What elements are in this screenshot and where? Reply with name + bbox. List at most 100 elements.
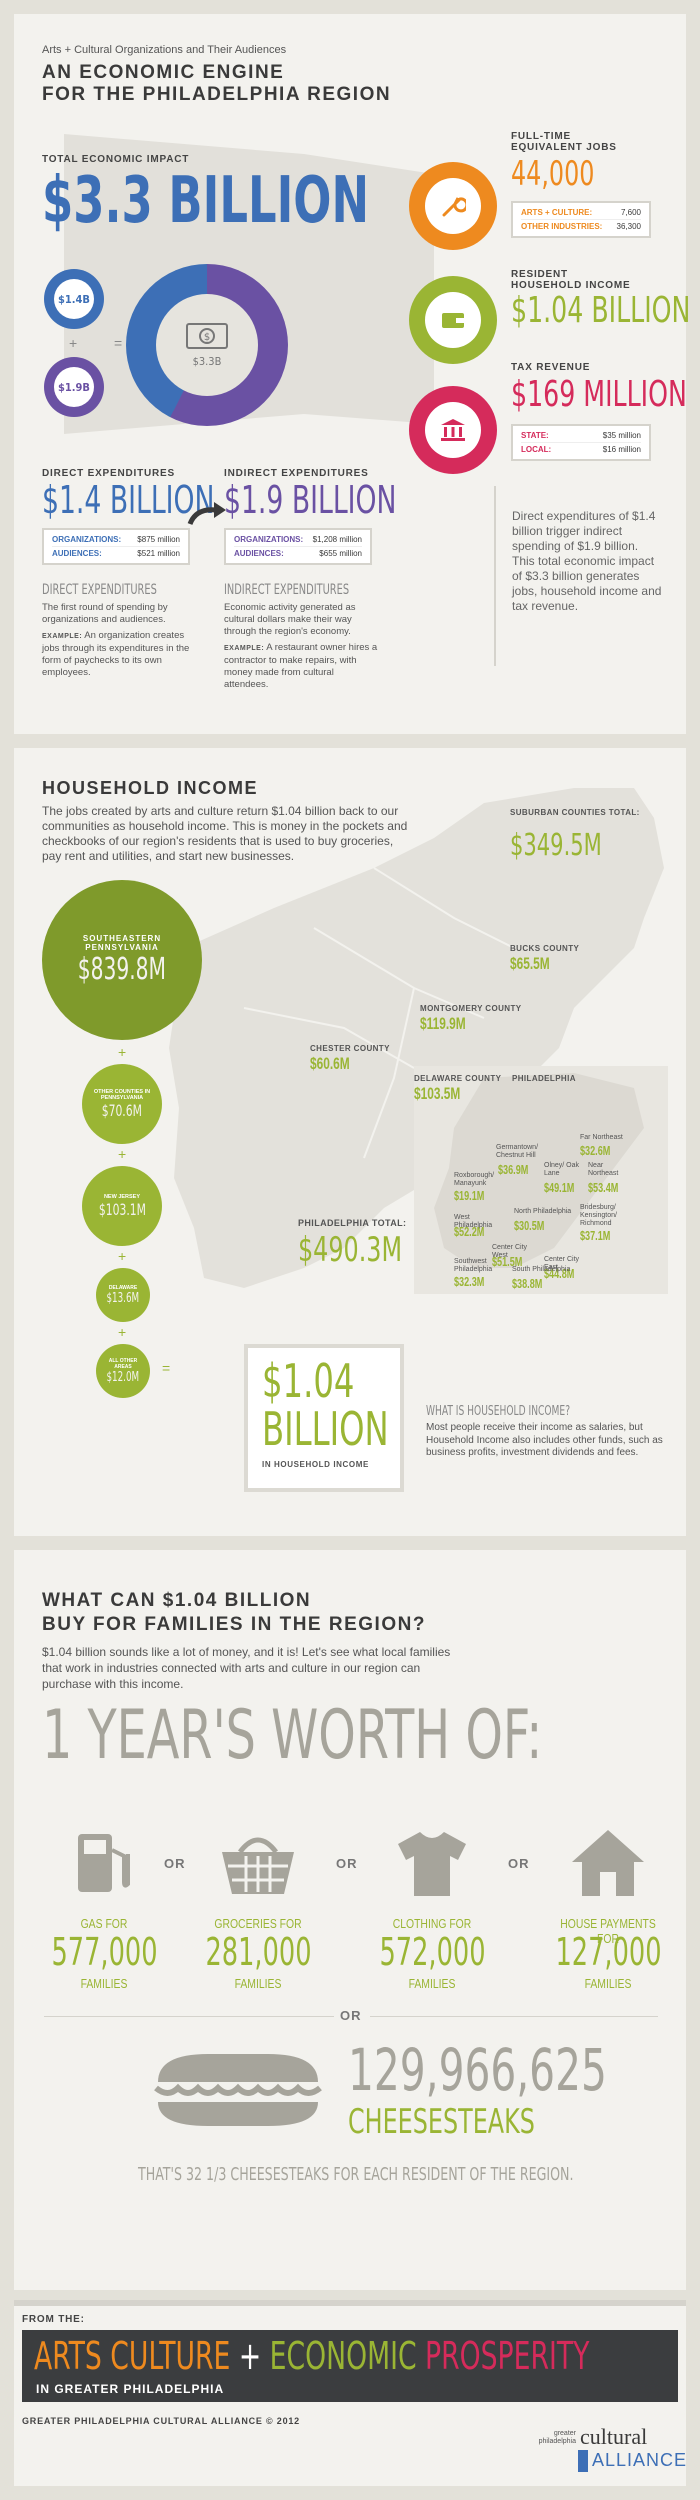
jobs-row1-value: 7,600 xyxy=(620,208,641,217)
what-is-title: WHAT IS HOUSEHOLD INCOME? xyxy=(426,1404,571,1419)
tax-row1-label: STATE: xyxy=(521,431,549,440)
banner-prosperity: PROSPERITY xyxy=(425,2334,590,2378)
house-unit: FAMILIES xyxy=(584,1976,632,1991)
logo-small: greater philadelphia xyxy=(532,2430,576,2446)
tax-circle xyxy=(409,386,497,474)
logo-cultural: cultural xyxy=(580,2424,648,2449)
indirect-row1-value: $1,208 million xyxy=(312,535,362,544)
or-divider-right xyxy=(370,2016,658,2017)
phila-total-label: PHILADELPHIA TOTAL: xyxy=(298,1218,407,1228)
or-3: OR xyxy=(508,1856,530,1871)
neighborhood-label: Center City West xyxy=(492,1244,528,1259)
circle-new-jersey: NEW JERSEY $103.1M xyxy=(82,1166,162,1246)
new-jersey-value: $103.1M xyxy=(98,1199,146,1219)
house-label: HOUSE PAYMENTS FOR xyxy=(560,1916,656,1946)
economic-engine-panel: Arts + Cultural Organizations and Their … xyxy=(14,14,690,734)
buy-title-2: BUY FOR FAMILIES IN THE REGION? xyxy=(42,1614,426,1635)
groceries-unit: FAMILIES xyxy=(234,1976,282,1991)
banner-plus: + xyxy=(238,2334,262,2378)
new-jersey-label: NEW JERSEY xyxy=(103,1193,141,1200)
page-title-line2: FOR THE PHILADELPHIA REGION xyxy=(42,84,392,105)
indirect-row2-label: AUDIENCES: xyxy=(234,549,284,558)
southeastern-pa-value: $839.8M xyxy=(77,951,167,987)
chester-value: $60.6M xyxy=(310,1054,350,1073)
neighborhood-label: Center City East xyxy=(544,1256,580,1271)
equals-household: = xyxy=(162,1360,171,1376)
banner-culture: CULTURE xyxy=(110,2334,231,2378)
neighborhood-value: $52.2M xyxy=(454,1224,485,1239)
cheesesteak-icon xyxy=(154,2054,322,2126)
page-title-line1: AN ECONOMIC ENGINE xyxy=(42,62,285,83)
income-label-1: RESIDENT xyxy=(511,269,568,280)
neighborhood-value: $37.1M xyxy=(580,1228,611,1243)
neighborhood-label: Near Northeast xyxy=(588,1162,619,1177)
arrow-icon xyxy=(187,502,226,526)
banner-subtitle: IN GREATER PHILADELPHIA xyxy=(36,2382,225,2396)
jobs-row1-label: ARTS + CULTURE: xyxy=(521,208,593,217)
circle-southeastern-pa: SOUTHEASTERN PENNSYLVANIA $839.8M xyxy=(42,880,202,1040)
footer-credit: GREATER PHILADELPHIA CULTURAL ALLIANCE ©… xyxy=(22,2416,300,2426)
logo-small-2: philadelphia xyxy=(538,2438,576,2445)
neighborhood-label: North Philadelphia xyxy=(514,1208,572,1215)
indirect-breakdown: ORGANIZATIONS: $1,208 million AUDIENCES: $… xyxy=(224,528,372,565)
buying-power-panel: WHAT CAN $1.04 BILLION BUY FOR FAMILIES … xyxy=(14,1550,686,2290)
money-icon: $ xyxy=(186,322,228,349)
indirect-row2-value: $655 million xyxy=(319,549,362,558)
other-pa-label: OTHER COUNTIES IN PENNSYLVANIA xyxy=(93,1088,151,1101)
direct-value: $1.4 BILLION xyxy=(42,478,215,522)
donut-center-value: $3.3B xyxy=(192,354,222,368)
other-pa-value: $70.6M xyxy=(101,1100,143,1120)
neighborhood-value: $32.6M xyxy=(580,1143,611,1158)
montgomery-value: $119.9M xyxy=(420,1014,466,1033)
all-other-value: $12.0M xyxy=(106,1369,140,1385)
region-map xyxy=(169,788,668,1294)
jobs-circle xyxy=(409,162,497,250)
jobs-label-1: FULL-TIME xyxy=(511,131,571,142)
basket-icon xyxy=(222,1837,294,1894)
suburban-value: $349.5M xyxy=(510,828,602,863)
indirect-label: INDIRECT EXPENDITURES xyxy=(224,468,369,479)
southeastern-pa-label: SOUTHEASTERN PENNSYLVANIA xyxy=(82,933,162,952)
direct-example-label: EXAMPLE: xyxy=(42,633,83,640)
jobs-label-2: EQUIVALENT JOBS xyxy=(511,142,617,153)
groceries-value: 281,000 xyxy=(205,1930,312,1974)
equals-sign: = xyxy=(114,335,123,351)
cultural-alliance-logo: greater philadelphia cultural ALLIANCE xyxy=(532,2418,686,2478)
tax-row2-label: LOCAL: xyxy=(521,445,552,454)
total-impact-value: $3.3 BILLION xyxy=(42,164,370,238)
plus-1: + xyxy=(118,1044,127,1060)
logo-mark xyxy=(578,2450,588,2472)
buy-title-1: WHAT CAN $1.04 BILLION xyxy=(42,1590,312,1611)
banner-words: ARTS CULTURE + ECONOMIC PROSPERITY xyxy=(34,2334,589,2378)
income-label-2: HOUSEHOLD INCOME xyxy=(511,280,631,291)
cheesesteak-value: 129,966,625 xyxy=(348,2036,607,2104)
direct-circle: $1.4B xyxy=(44,269,104,329)
plus-sign: + xyxy=(69,335,78,351)
plus-3: + xyxy=(118,1248,127,1264)
indirect-example-label: EXAMPLE: xyxy=(224,645,265,652)
year-worth-heading: 1 YEAR'S WORTH OF: xyxy=(42,1696,543,1775)
summary-divider xyxy=(494,486,496,666)
direct-example-text: An organization creates jobs through its… xyxy=(42,630,190,678)
direct-row1-value: $875 million xyxy=(137,535,180,544)
circle-delaware: DELAWARE $13.6M xyxy=(96,1268,150,1322)
montgomery-label: MONTGOMERY COUNTY xyxy=(420,1004,522,1013)
suburban-label: SUBURBAN COUNTIES TOTAL: xyxy=(510,808,640,817)
jobs-row2-label: OTHER INDUSTRIES: xyxy=(521,222,603,231)
house-icon xyxy=(572,1830,644,1896)
clothing-value: 572,000 xyxy=(379,1930,486,1974)
delaware-label: DELAWARE xyxy=(108,1284,138,1291)
gas-value: 577,000 xyxy=(51,1930,158,1974)
neighborhood-value: $44.8M xyxy=(544,1266,575,1281)
cheesesteak-footnote: THAT'S 32 1/3 CHEESESTEAKS FOR EACH RESI… xyxy=(138,2164,574,2185)
household-intro: The jobs created by arts and culture ret… xyxy=(42,804,408,863)
tax-breakdown: STATE: $35 million LOCAL: $16 million xyxy=(511,424,651,461)
neighborhood-label: Germantown/ Chestnut Hill xyxy=(496,1144,539,1159)
bucks-value: $65.5M xyxy=(510,954,550,973)
banner-economic: ECONOMIC xyxy=(269,2334,417,2378)
direct-def-text: The first round of spending by organizat… xyxy=(42,602,168,625)
gas-pump-icon xyxy=(78,1834,130,1892)
tax-value: $169 MILLION xyxy=(511,374,687,415)
wrench-icon xyxy=(442,197,466,217)
household-total-value-1: $1.04 xyxy=(262,1354,355,1408)
